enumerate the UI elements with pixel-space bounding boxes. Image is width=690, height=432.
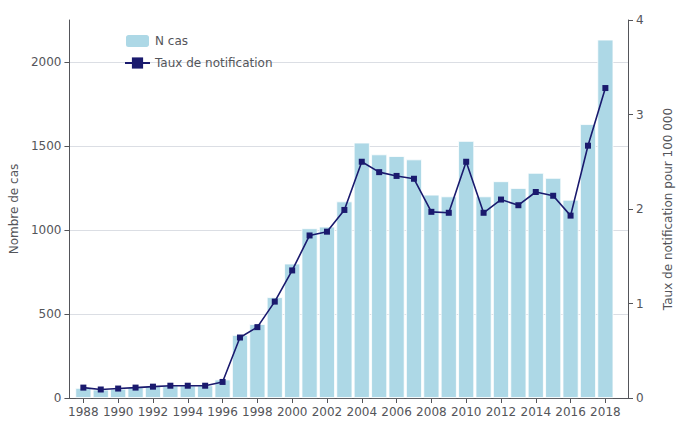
svg-text:2018: 2018 [590,405,621,419]
svg-text:4: 4 [636,13,644,27]
svg-text:2004: 2004 [346,405,377,419]
svg-text:1990: 1990 [103,405,134,419]
svg-text:2014: 2014 [521,405,552,419]
svg-text:500: 500 [39,307,62,321]
svg-text:Taux de notification: Taux de notification [154,56,273,70]
svg-text:1500: 1500 [31,139,62,153]
svg-text:1988: 1988 [68,405,99,419]
svg-text:0: 0 [636,391,644,405]
svg-text:2000: 2000 [277,405,308,419]
svg-text:2012: 2012 [486,405,517,419]
svg-text:0: 0 [54,391,62,405]
svg-text:3: 3 [636,108,644,122]
svg-text:N cas: N cas [155,34,188,48]
svg-text:1996: 1996 [207,405,238,419]
svg-text:Nombre de cas: Nombre de cas [7,164,21,255]
svg-text:2000: 2000 [31,55,62,69]
svg-text:2016: 2016 [555,405,586,419]
svg-text:2002: 2002 [312,405,343,419]
svg-text:1000: 1000 [31,223,62,237]
svg-text:2006: 2006 [381,405,412,419]
svg-text:1994: 1994 [172,405,203,419]
svg-text:1998: 1998 [242,405,273,419]
svg-text:1: 1 [636,297,644,311]
svg-text:2: 2 [636,202,644,216]
svg-text:1992: 1992 [138,405,169,419]
svg-text:2008: 2008 [416,405,447,419]
svg-text:Taux de notification pour 100: Taux de notification pour 100 000 [661,108,675,311]
svg-text:2010: 2010 [451,405,482,419]
